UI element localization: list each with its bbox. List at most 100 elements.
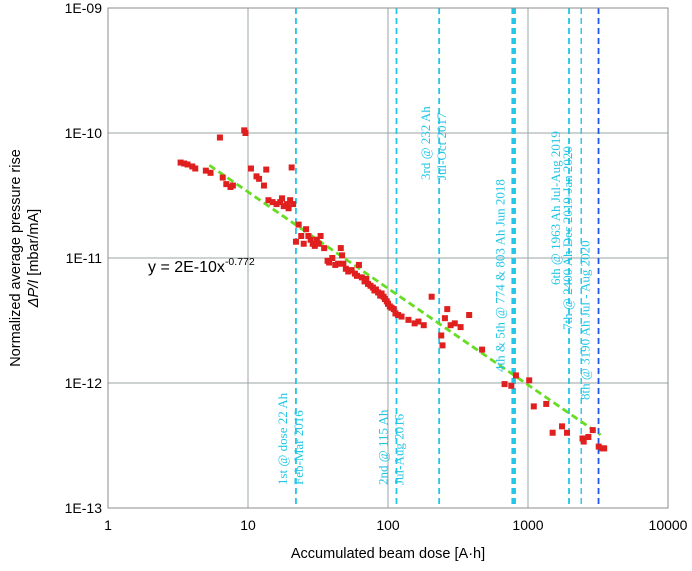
data-point <box>441 315 448 322</box>
fit-equation-base: y = 2E-10x <box>148 259 225 276</box>
data-point <box>395 311 402 318</box>
campaign-label-line1: 2nd @ 115 Ah <box>375 409 390 485</box>
data-point <box>184 161 191 168</box>
data-point <box>526 377 533 384</box>
x-tick-label: 10 <box>240 517 256 533</box>
data-point <box>317 232 324 239</box>
campaign-label: 2nd @ 115 Ah Jul-Aug 2016 <box>375 409 406 485</box>
data-point <box>280 203 287 210</box>
data-point <box>329 255 336 261</box>
data-point <box>375 289 382 296</box>
data-point <box>295 221 302 228</box>
data-point <box>466 311 473 318</box>
data-point <box>284 201 291 208</box>
data-point <box>345 268 352 275</box>
y-axis-title-symbol: ΔP/I <box>26 280 42 308</box>
data-point <box>287 197 294 204</box>
data-point <box>273 201 280 208</box>
data-point <box>219 174 226 181</box>
trendline <box>208 164 602 437</box>
data-point <box>420 322 427 329</box>
data-point <box>355 261 362 268</box>
y-axis-title-unit: [mbar/mA] <box>26 209 42 280</box>
data-point <box>405 316 412 323</box>
fit-equation-label: y = 2E-10x-0.772 <box>148 256 255 276</box>
campaign-label-line2: Jul-Oct 2017 <box>434 112 449 180</box>
data-point <box>288 164 295 171</box>
data-point <box>256 175 263 182</box>
data-point <box>326 259 333 266</box>
data-point <box>279 195 286 202</box>
data-point <box>315 240 322 247</box>
campaign-label-line1: 3rd @ 232 Ah <box>418 106 433 180</box>
data-point <box>447 322 454 329</box>
data-point <box>390 306 397 313</box>
data-point <box>192 165 199 172</box>
data-point <box>229 182 236 189</box>
data-point <box>307 236 314 243</box>
data-point <box>298 232 305 239</box>
x-axis-title: Accumulated beam dose [A·h] <box>291 546 485 562</box>
data-point <box>353 272 360 279</box>
data-point <box>177 159 184 166</box>
data-point <box>378 290 385 297</box>
data-point <box>207 169 214 176</box>
data-point <box>321 245 328 252</box>
data-point <box>580 438 587 445</box>
data-point <box>305 232 312 239</box>
data-point <box>216 134 223 141</box>
y-axis-title-line1: Normalized average pressure rise <box>8 149 24 367</box>
campaign-label: 1st @ dose 22 Ah Feb-Mar 2016 <box>275 392 306 485</box>
data-point <box>564 429 571 436</box>
data-point <box>202 167 209 174</box>
data-point <box>439 342 446 349</box>
data-point <box>300 240 307 247</box>
data-point <box>479 346 486 353</box>
data-point <box>358 274 365 281</box>
x-tick-labels: 1 10 100 1000 10000 <box>104 517 688 533</box>
data-point <box>398 313 405 320</box>
plot-frame <box>107 7 669 509</box>
y-axis-title-line2: ΔP/I [mbar/mA] <box>26 209 42 308</box>
campaign-labels: 1st @ dose 22 Ah Feb-Mar 2016 2nd @ 115 Ah… <box>275 106 593 485</box>
data-point <box>508 382 515 389</box>
data-point <box>559 423 566 430</box>
data-point <box>585 433 592 440</box>
y-tick-label: 1E-10 <box>65 125 103 141</box>
y-axis-title: Normalized average pressure rise ΔP/I [m… <box>8 149 42 367</box>
data-point <box>530 403 537 410</box>
data-point <box>595 443 602 450</box>
data-point <box>277 199 284 206</box>
data-points <box>177 127 608 452</box>
y-tick-labels: 1E-13 1E-12 1E-11 1E-10 1E-09 <box>65 0 103 516</box>
data-point <box>265 197 272 204</box>
fit-equation-exponent: -0.772 <box>225 256 255 268</box>
data-point <box>411 320 418 327</box>
campaign-label-line1: 1st @ dose 22 Ah <box>275 392 290 485</box>
x-tick-label: 100 <box>376 517 400 533</box>
data-point <box>313 236 320 243</box>
campaign-label-line2: Jul-Aug 2016 <box>391 413 406 485</box>
y-tick-label: 1E-11 <box>66 250 103 266</box>
data-point <box>512 372 519 379</box>
campaign-label: 6th @ 1963 Ah Jul-Aug 2019 <box>548 131 563 285</box>
data-point <box>337 245 344 252</box>
y-tick-label: 1E-09 <box>65 0 103 16</box>
data-point <box>285 205 292 212</box>
data-point <box>269 199 276 206</box>
data-point <box>601 445 608 452</box>
data-point <box>247 165 254 172</box>
data-point <box>589 427 596 434</box>
data-point <box>363 275 370 282</box>
data-point <box>438 332 445 339</box>
data-point <box>311 242 318 249</box>
campaign-label-line1: 4th & 5th @ 774 & 803 Ah Jun 2018 <box>493 179 508 372</box>
campaign-label: 4th & 5th @ 774 & 803 Ah Jun 2018 <box>493 179 508 372</box>
campaign-lines <box>295 8 600 508</box>
data-point <box>263 166 270 173</box>
data-point <box>457 324 464 331</box>
data-point <box>335 260 342 267</box>
data-point <box>444 306 451 313</box>
campaign-label-line1: 6th @ 1963 Ah Jul-Aug 2019 <box>548 131 563 285</box>
data-point <box>242 130 249 136</box>
